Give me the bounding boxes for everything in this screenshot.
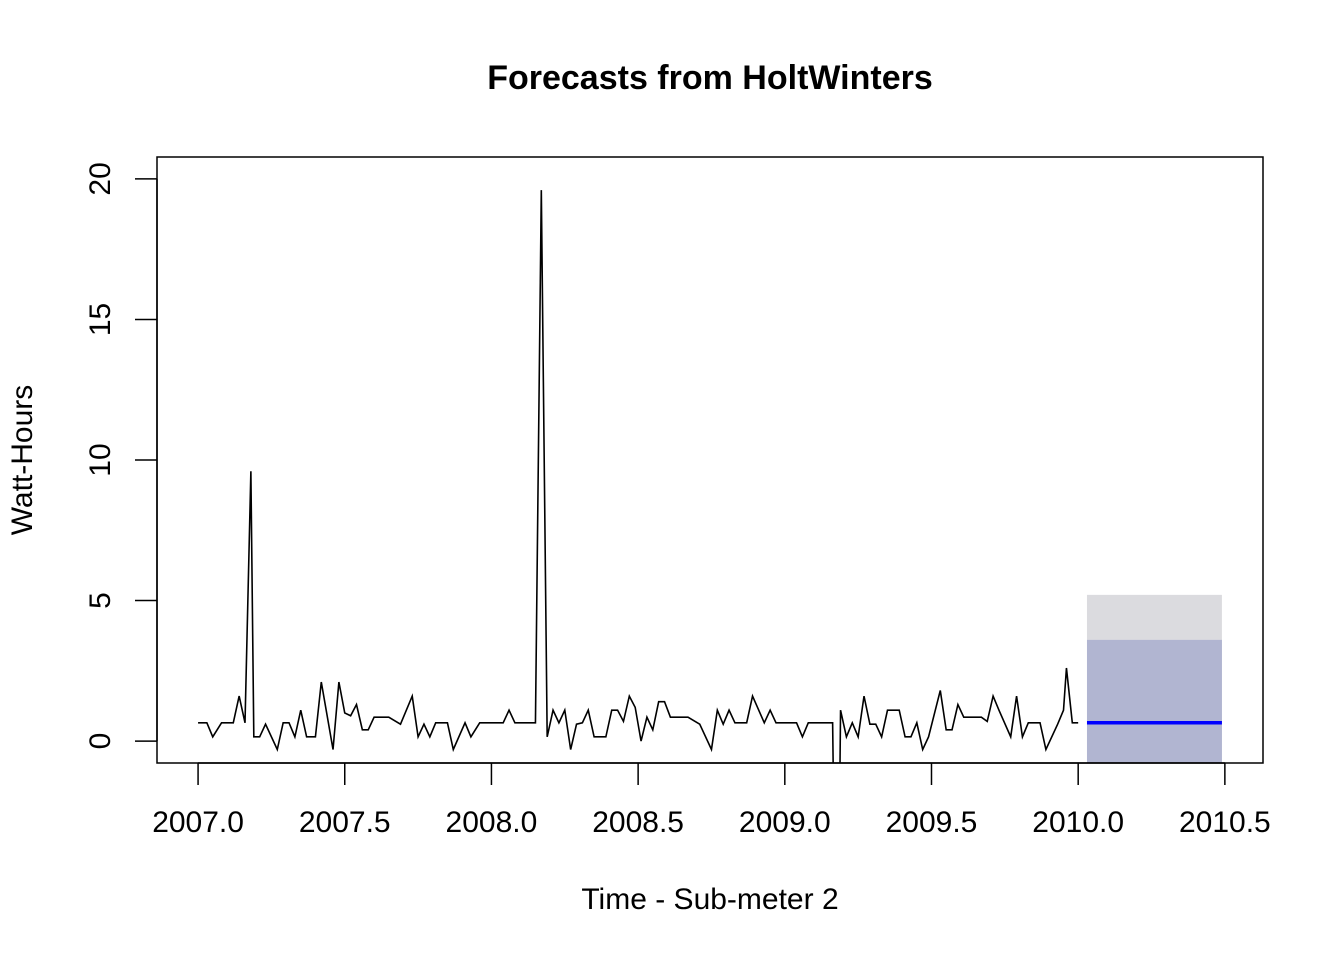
x-tick-label: 2007.0 <box>152 806 244 839</box>
x-tick-label: 2010.5 <box>1179 806 1271 839</box>
series-line <box>198 190 1079 763</box>
x-tick-label: 2010.0 <box>1032 806 1124 839</box>
x-tick-label: 2009.5 <box>886 806 978 839</box>
plot-area <box>198 190 1222 763</box>
x-tick-label: 2008.0 <box>446 806 538 839</box>
x-tick-label: 2008.5 <box>592 806 684 839</box>
y-tick-label: 5 <box>84 592 117 609</box>
x-tick-label: 2009.0 <box>739 806 831 839</box>
y-tick-label: 20 <box>84 162 117 195</box>
y-tick-label: 0 <box>84 733 117 750</box>
band-80 <box>1086 639 1222 763</box>
x-tick-label: 2007.5 <box>299 806 391 839</box>
y-axis-label: Watt-Hours <box>6 385 39 536</box>
x-axis-label: Time - Sub-meter 2 <box>581 883 838 916</box>
y-tick-label: 10 <box>84 443 117 476</box>
chart-title: Forecasts from HoltWinters <box>487 59 933 97</box>
y-tick-label: 15 <box>84 303 117 336</box>
